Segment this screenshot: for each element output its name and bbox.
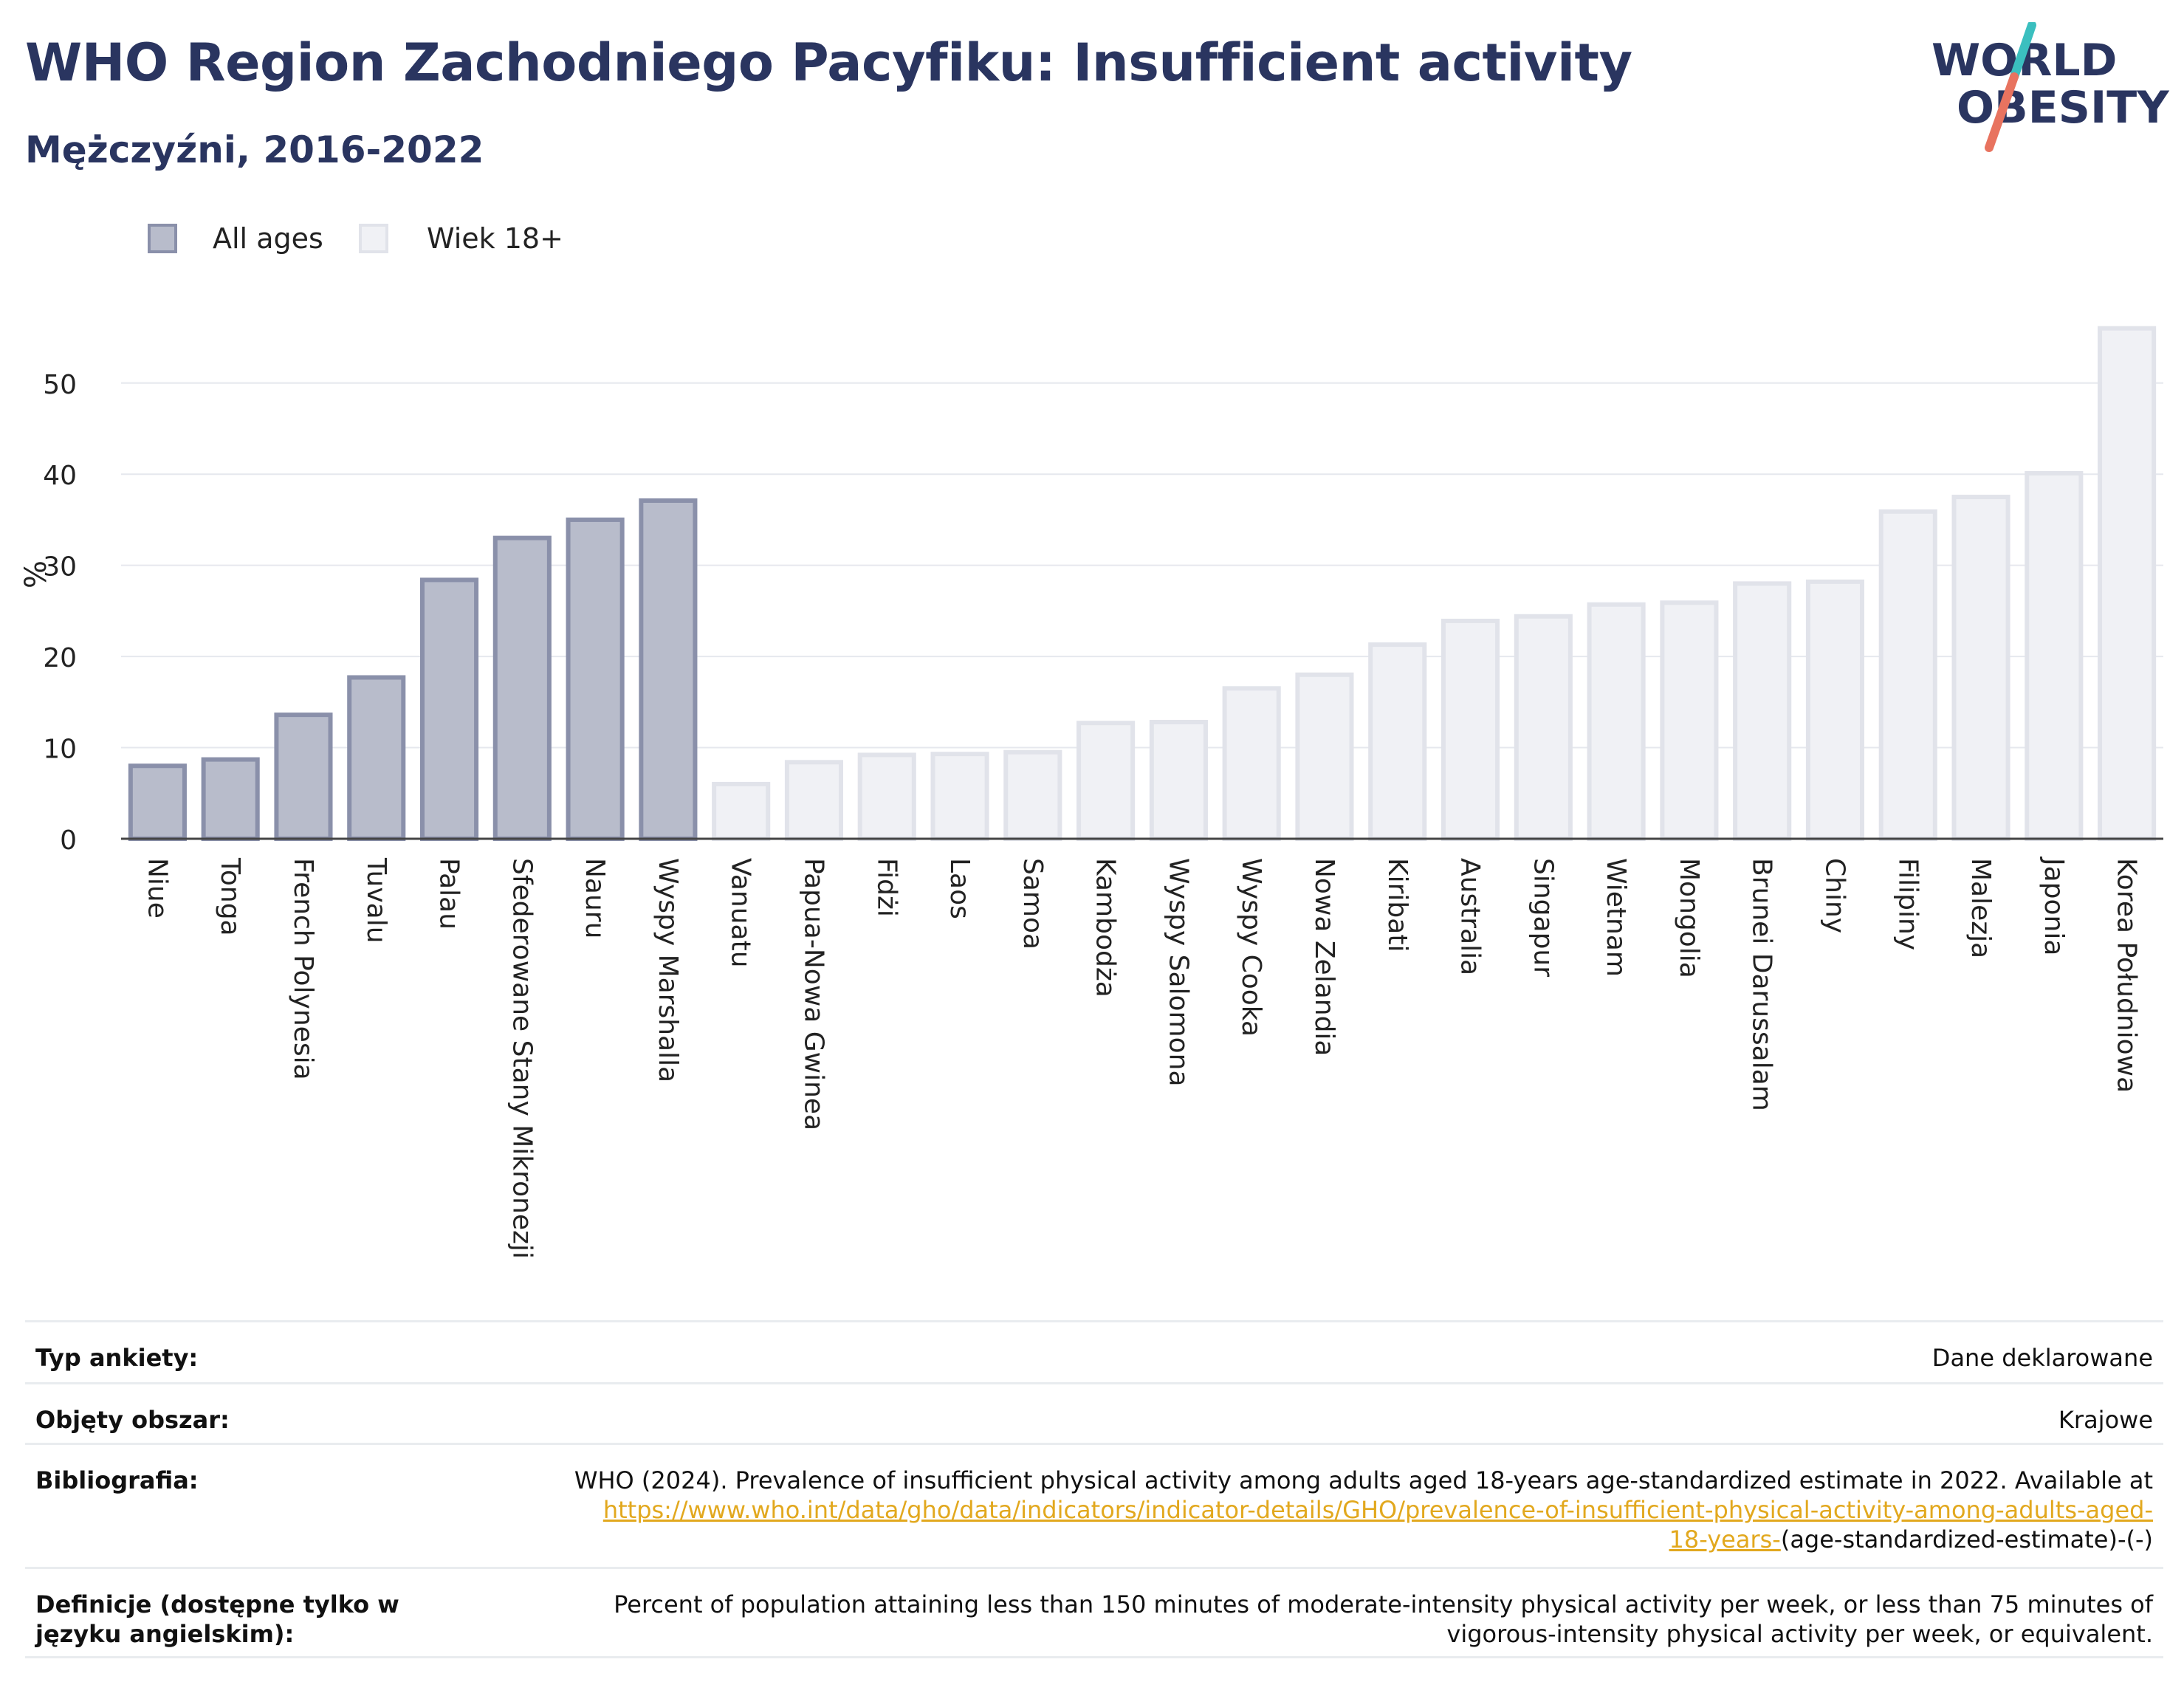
legend-label-adults: Wiek 18+: [427, 222, 563, 255]
x-tick-label: Brunei Darussalam: [1747, 858, 1777, 1111]
legend-swatch-adults: [359, 224, 388, 253]
x-tick-label: Kambodża: [1091, 858, 1121, 998]
bar-adults: [2025, 470, 2084, 841]
info-row-survey-type: Typ ankiety: Dane deklarowane: [25, 1320, 2163, 1382]
x-tick-label: Mongolia: [1674, 858, 1704, 978]
x-tick-label: Samoa: [1017, 858, 1048, 950]
bar-adults: [2098, 326, 2157, 842]
x-tick-label: Papua-Nowa Gwinea: [798, 858, 828, 1130]
bar-adults: [1733, 581, 1792, 842]
y-tick-label: 50: [43, 370, 77, 400]
x-tick-label: Australia: [1455, 858, 1486, 975]
bar-all-ages: [419, 577, 479, 842]
info-row-coverage: Objęty obszar: Krajowe: [25, 1382, 2163, 1443]
y-axis-label: %: [19, 560, 53, 588]
x-tick-label: Tuvalu: [361, 857, 391, 944]
x-tick-label: Sfederowane Stany Mikronezji: [506, 858, 537, 1259]
bar-adults: [1878, 509, 1937, 841]
bibliography-text: WHO (2024). Prevalence of insufficient p…: [574, 1466, 2153, 1494]
bibliography-value: WHO (2024). Prevalence of insufficient p…: [574, 1466, 2153, 1554]
bar-adults: [1076, 721, 1136, 842]
survey-type-value: Dane deklarowane: [1931, 1344, 2153, 1372]
x-tick-label: Fidżi: [871, 858, 902, 917]
bar-all-ages: [201, 757, 260, 841]
y-tick-label: 10: [43, 735, 77, 765]
bar-adults: [1440, 618, 1500, 841]
x-tick-label: French Polynesia: [288, 858, 318, 1080]
info-row-bibliography: Bibliografia: WHO (2024). Prevalence of …: [25, 1443, 2163, 1567]
chart-subtitle: Mężczyźni, 2016-2022: [25, 128, 484, 171]
x-tick-label: Nauru: [580, 858, 610, 938]
x-tick-label: Palau: [434, 858, 464, 930]
logo-slash-coral: [1985, 72, 2019, 152]
bar-adults: [1951, 495, 2010, 841]
bibliography-label: Bibliografia:: [35, 1466, 199, 1494]
bar-adults: [1149, 719, 1208, 841]
survey-type-label: Typ ankiety:: [35, 1344, 199, 1372]
bar-adults: [857, 752, 916, 842]
chart-title: WHO Region Zachodniego Pacyfiku: Insuffi…: [25, 32, 1632, 93]
x-tick-label: Kiribati: [1382, 858, 1412, 952]
legend-label-all-ages: All ages: [213, 222, 323, 255]
bar-adults: [1003, 749, 1062, 841]
x-tick-label: Niue: [142, 858, 172, 919]
legend-swatch-all-ages: [148, 224, 177, 253]
definitions-line-1: Percent of population attaining less tha…: [614, 1590, 2153, 1618]
x-tick-label: Malezja: [1965, 858, 1996, 958]
definitions-label: Definicje (dostępne tylko w języku angie…: [35, 1590, 399, 1648]
bibliography-link-cont[interactable]: 18-years-: [1669, 1525, 1781, 1553]
bar-chart: 0 10 20 30 40 50% Niue Tonga French Polynesia Tuv…: [19, 326, 2163, 1259]
x-tick-label: Wietnam: [1601, 858, 1631, 977]
definitions-value: Percent of population attaining less tha…: [614, 1590, 2153, 1649]
bibliography-link[interactable]: https://www.who.int/data/gho/data/indica…: [602, 1496, 2153, 1524]
bar-adults: [1660, 600, 1719, 842]
y-tick-label: 20: [43, 643, 77, 673]
bar-adults: [712, 781, 771, 841]
x-tick-label: Singapur: [1528, 858, 1558, 977]
x-tick-label: Tonga: [215, 857, 245, 936]
bar-all-ages: [639, 498, 698, 841]
bar-adults: [930, 752, 989, 842]
bar-all-ages: [566, 517, 625, 841]
x-tick-label: Wyspy Cooka: [1236, 858, 1266, 1037]
x-tick-label: Japonia: [2039, 856, 2069, 955]
legend-item-all-ages[interactable]: All ages: [145, 218, 323, 262]
bar-all-ages: [492, 535, 552, 841]
bar-all-ages: [347, 675, 406, 842]
bar-adults: [1222, 686, 1281, 842]
bar-adults: [784, 760, 844, 842]
y-tick-label: 40: [43, 461, 77, 491]
bar-adults: [1805, 579, 1865, 841]
x-tick-label: Laos: [944, 858, 975, 919]
x-tick-label: Wyspy Salomona: [1163, 858, 1193, 1087]
world-obesity-logo: WORLD OBESITY: [1931, 22, 2170, 152]
bar-adults: [1587, 602, 1646, 841]
info-row-definitions: Definicje (dostępne tylko w języku angie…: [25, 1567, 2163, 1658]
bibliography-tail: (age-standardized-estimate)-(-): [1780, 1525, 2153, 1553]
y-tick-label: 30: [43, 552, 77, 583]
x-tick-label: Wyspy Marshalla: [653, 858, 683, 1082]
bar-adults: [1368, 642, 1427, 841]
bar-adults: [1514, 614, 1573, 841]
legend-item-adults[interactable]: Wiek 18+: [359, 218, 563, 262]
coverage-value: Krajowe: [2058, 1406, 2153, 1434]
definitions-line-2: vigorous-intensity physical activity per…: [1446, 1620, 2153, 1648]
bar-all-ages: [128, 763, 187, 841]
bar-adults: [1295, 672, 1354, 841]
coverage-label: Objęty obszar:: [35, 1406, 230, 1434]
bar-all-ages: [274, 713, 333, 841]
logo-slash-teal: [2010, 22, 2036, 81]
x-tick-label: Chiny: [1819, 858, 1850, 933]
y-tick-label: 0: [60, 825, 77, 856]
x-tick-label: Filipiny: [1892, 858, 1923, 950]
logo-text-obesity: OBESITY: [1957, 82, 2170, 134]
x-tick-label: Korea Południowa: [2112, 858, 2142, 1093]
info-table: Typ ankiety: Dane deklarowane Objęty obs…: [25, 1320, 2163, 1658]
x-tick-label: Nowa Zelandia: [1309, 858, 1339, 1057]
x-tick-label: Vanuatu: [726, 858, 756, 968]
